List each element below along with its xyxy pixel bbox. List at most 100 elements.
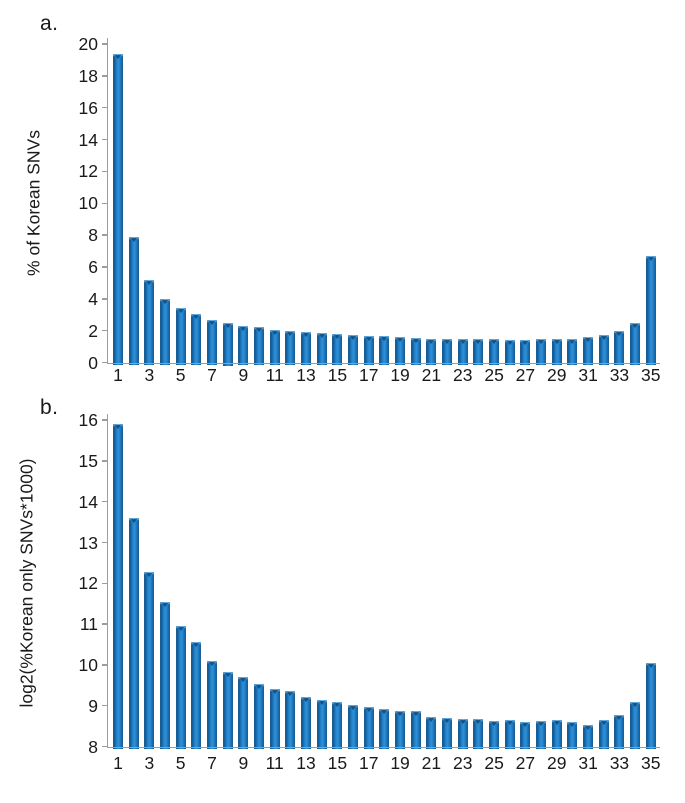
y-tick-mark [101, 419, 107, 421]
bar-x14 [316, 700, 327, 750]
bar-x20 [410, 337, 421, 366]
y-tick-mark [101, 623, 107, 625]
x-tick-label: 27 [515, 753, 536, 773]
bar-x19 [395, 337, 406, 366]
bar-x22 [442, 717, 453, 750]
bar-x21 [426, 338, 437, 366]
x-tick-label: 9 [238, 365, 249, 385]
x-tick-label: 15 [327, 753, 348, 773]
bar-x35 [645, 255, 656, 366]
x-tick-label: 5 [175, 365, 186, 385]
bar-x18 [379, 708, 390, 750]
bar-x3 [144, 572, 155, 750]
bar-x28 [536, 721, 547, 750]
bar-x15 [332, 701, 343, 750]
bar-x31 [583, 337, 594, 366]
bar-x32 [598, 335, 609, 366]
x-tick-label: 27 [515, 365, 536, 385]
bar-x12 [285, 690, 296, 750]
y-tick-label: 8 [88, 225, 98, 246]
bar-x7 [207, 319, 218, 366]
x-tick-label: 15 [327, 365, 348, 385]
y-tick-label: 13 [78, 532, 98, 553]
y-tick-label: 2 [88, 320, 98, 341]
bar-x6 [191, 642, 202, 750]
bar-x7 [207, 660, 218, 750]
x-tick-label: 25 [484, 753, 504, 773]
y-tick-mark [101, 138, 107, 141]
x-tick-label: 33 [609, 753, 630, 773]
x-tick-label: 19 [390, 365, 410, 385]
bar-x23 [457, 339, 468, 366]
y-axis-line [106, 38, 108, 364]
bar-x9 [238, 677, 249, 750]
bar-x26 [504, 720, 515, 750]
bar-x27 [520, 340, 531, 366]
x-tick-label: 7 [207, 753, 217, 773]
x-tick-label: 35 [641, 753, 661, 773]
x-tick-label: 7 [207, 365, 217, 385]
panel-b: b. log2(%Korean only SNVs*1000) 8 9 10 11 12… [0, 380, 685, 803]
bar-x30 [567, 339, 578, 366]
x-tick-label: 13 [296, 365, 316, 385]
x-tick-label: 17 [358, 365, 379, 385]
bar-x22 [442, 338, 453, 366]
y-tick-label: 20 [78, 34, 98, 54]
x-tick-label: 31 [578, 753, 598, 773]
bar-x5 [175, 626, 186, 750]
y-axis-line [106, 414, 108, 748]
panel-b-y-axis-title: log2(%Korean only SNVs*1000) [16, 458, 37, 708]
panel-a-y-axis-title: % of Korean SNVs [23, 130, 44, 276]
x-tick-label: 25 [484, 365, 504, 385]
y-tick-mark [101, 500, 107, 503]
bar-x24 [473, 338, 484, 366]
y-tick-mark [101, 170, 107, 173]
y-tick-label: 11 [79, 614, 98, 635]
bar-x14 [316, 333, 327, 366]
y-tick-label: 10 [78, 193, 98, 214]
bar-x27 [520, 722, 531, 750]
y-tick-label: 18 [78, 65, 98, 86]
y-tick-mark [101, 541, 107, 544]
bar-x6 [191, 313, 202, 366]
y-tick-mark [101, 202, 107, 204]
panel-a: a. % of Korean SNVs 0 2 4 6 8 10 12 14 16 18 20 1 3 5… [0, 0, 685, 392]
x-axis-line [106, 746, 660, 748]
y-tick-mark [101, 266, 107, 268]
panel-a-label: a. [40, 12, 59, 35]
x-tick-label: 29 [547, 753, 567, 773]
bar-x31 [583, 725, 594, 750]
y-tick-mark [101, 43, 107, 45]
y-tick-mark [101, 460, 107, 462]
bar-x18 [379, 336, 390, 366]
bar-x16 [348, 704, 359, 750]
bar-x33 [614, 331, 625, 366]
bar-x13 [301, 696, 312, 750]
x-tick-label: 11 [265, 365, 284, 385]
y-tick-mark [101, 234, 107, 236]
x-tick-label: 1 [113, 365, 123, 385]
bar-x32 [598, 719, 609, 750]
bar-x13 [301, 332, 312, 366]
x-tick-label: 23 [453, 365, 473, 385]
x-tick-label: 21 [421, 753, 442, 773]
bar-x12 [285, 330, 296, 366]
x-tick-label: 9 [238, 753, 249, 773]
y-tick-mark [101, 582, 107, 585]
x-tick-label: 31 [578, 365, 598, 385]
y-tick-mark [101, 75, 107, 77]
x-tick-label: 17 [358, 753, 379, 773]
y-tick-label: 9 [88, 695, 98, 716]
bar-x5 [175, 308, 186, 366]
bar-x33 [614, 715, 625, 750]
y-tick-mark [101, 361, 107, 364]
y-tick-mark [101, 664, 107, 666]
bar-x19 [395, 710, 406, 750]
x-tick-label: 19 [390, 753, 410, 773]
y-tick-mark [101, 745, 107, 748]
bar-x34 [630, 702, 641, 750]
bar-x3 [144, 279, 155, 366]
bar-x9 [238, 325, 249, 366]
bar-x29 [551, 720, 562, 750]
